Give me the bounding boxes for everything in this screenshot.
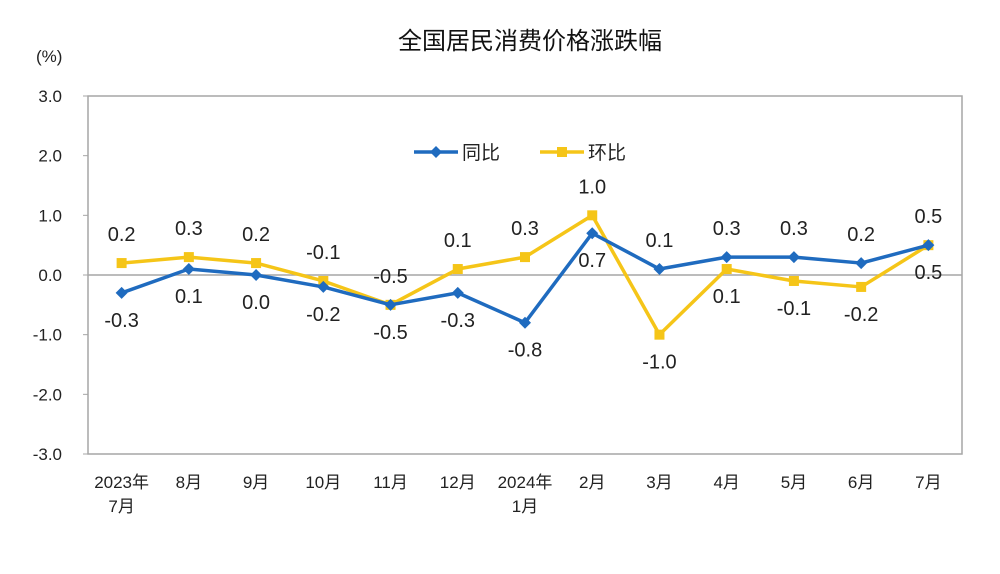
data-label-1: 0.2 — [108, 224, 136, 246]
data-label-0: 0.5 — [914, 206, 942, 228]
legend-label-1: 环比 — [588, 142, 626, 164]
data-point-1 — [452, 264, 463, 275]
data-label-1: 0.3 — [175, 218, 203, 240]
data-label-1: -0.1 — [306, 242, 340, 264]
data-point-1 — [116, 258, 127, 269]
y-tick-label: 1.0 — [38, 206, 62, 225]
data-point-1 — [587, 210, 598, 221]
y-tick-label: 0.0 — [38, 266, 62, 285]
data-label-0: -0.5 — [373, 322, 407, 344]
x-tick-label: 4月 — [713, 473, 739, 492]
data-label-1: 0.1 — [713, 286, 741, 308]
x-tick-label: 5月 — [781, 473, 807, 492]
x-tick-label: 7月 — [108, 497, 134, 516]
y-tick-label: -3.0 — [33, 445, 62, 464]
x-tick-label: 2月 — [579, 473, 605, 492]
data-point-0 — [653, 263, 666, 276]
data-point-0 — [586, 227, 599, 240]
data-point-1 — [251, 258, 262, 269]
data-label-1: 0.3 — [511, 218, 539, 240]
data-label-0: -0.8 — [508, 340, 542, 362]
data-label-1: -0.1 — [777, 298, 811, 320]
data-label-0: 0.7 — [578, 250, 606, 272]
data-point-0 — [115, 286, 128, 299]
data-point-0 — [720, 251, 733, 264]
legend-marker-0 — [430, 146, 442, 158]
data-point-1 — [183, 252, 194, 263]
x-tick-label: 12月 — [440, 473, 476, 492]
x-tick-label: 10月 — [305, 473, 341, 492]
data-point-0 — [384, 298, 397, 311]
chart-title: 全国居民消费价格涨跌幅 — [398, 28, 662, 55]
data-label-0: -0.3 — [441, 310, 475, 332]
x-tick-label: 7月 — [915, 473, 941, 492]
x-tick-label: 3月 — [646, 473, 672, 492]
data-point-0 — [922, 239, 935, 252]
data-label-1: 0.1 — [444, 230, 472, 252]
data-label-0: -0.3 — [104, 310, 138, 332]
data-point-0 — [855, 257, 868, 270]
data-label-0: 0.0 — [242, 292, 270, 314]
data-label-1: -0.2 — [844, 304, 878, 326]
data-point-0 — [317, 280, 330, 293]
y-tick-label: -2.0 — [33, 385, 62, 404]
data-point-1 — [654, 329, 665, 340]
data-label-0: -0.2 — [306, 304, 340, 326]
x-tick-label: 2024年 — [498, 473, 553, 492]
data-label-1: -0.5 — [373, 266, 407, 288]
data-label-1: 0.2 — [242, 224, 270, 246]
data-point-1 — [856, 281, 867, 292]
data-label-0: 0.3 — [780, 218, 808, 240]
data-label-1: -1.0 — [642, 352, 676, 374]
x-tick-label: 6月 — [848, 473, 874, 492]
data-label-0: 0.1 — [646, 230, 674, 252]
data-point-1 — [520, 252, 530, 263]
x-tick-label: 2023年 — [94, 473, 149, 492]
y-tick-label: 3.0 — [38, 87, 62, 106]
legend-marker-1 — [557, 147, 567, 157]
data-point-0 — [182, 263, 195, 276]
x-tick-label: 1月 — [512, 497, 538, 516]
data-point-0 — [787, 251, 800, 264]
data-label-0: 0.1 — [175, 286, 203, 308]
x-tick-label: 8月 — [176, 473, 202, 492]
data-label-0: 0.3 — [713, 218, 741, 240]
y-tick-label: -1.0 — [33, 326, 62, 345]
x-tick-label: 9月 — [243, 473, 269, 492]
x-tick-label: 11月 — [373, 473, 408, 492]
legend-label-0: 同比 — [462, 142, 500, 164]
y-axis-unit: (%) — [36, 47, 62, 66]
data-point-1 — [788, 275, 799, 286]
data-point-0 — [250, 269, 263, 281]
data-label-1: 1.0 — [578, 176, 606, 198]
data-point-0 — [451, 286, 464, 299]
data-label-1: 0.5 — [914, 262, 942, 284]
data-point-1 — [721, 264, 732, 275]
data-point-0 — [519, 316, 531, 329]
data-label-0: 0.2 — [847, 224, 875, 246]
y-tick-label: 2.0 — [38, 147, 62, 166]
